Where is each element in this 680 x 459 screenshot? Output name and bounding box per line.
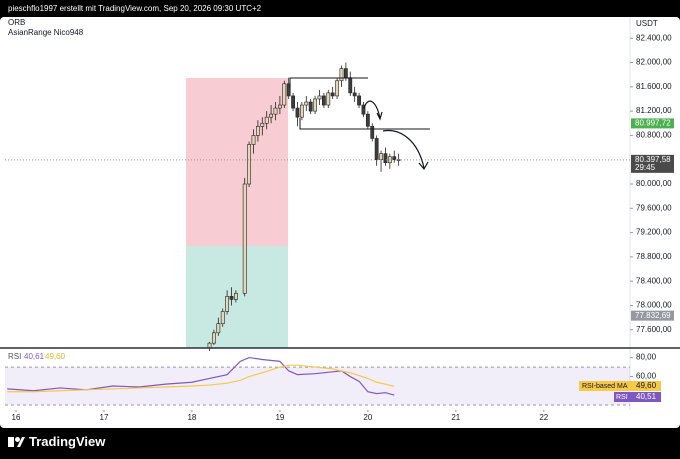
y-tick-label: 78.400,00: [636, 276, 672, 285]
rsi-value-box: [631, 392, 661, 402]
candle-body: [216, 323, 221, 334]
candle-body: [357, 95, 361, 106]
rsi-band: [5, 367, 630, 405]
rsi-series-name: RSI: [616, 394, 628, 401]
candle-body: [392, 156, 397, 161]
price-label-box: [631, 118, 674, 129]
price-label: 77.832,69: [635, 311, 671, 320]
y-tick-label: 78.800,00: [636, 252, 672, 261]
rsi-name-box: [579, 381, 631, 391]
candle-body: [247, 144, 252, 185]
chart-title: ORB: [8, 18, 25, 27]
rsi-name-box: [614, 392, 631, 402]
y-tick-label: 79.200,00: [636, 228, 672, 237]
candle-body: [370, 125, 375, 139]
price-label-box: [631, 154, 674, 173]
chart-area: [0, 17, 680, 428]
stop-zone: [186, 78, 288, 246]
candle-body: [304, 101, 309, 106]
price-label-sub: 29:45: [635, 163, 656, 172]
logo-part: [17, 437, 25, 447]
candle-body: [251, 135, 256, 145]
rsi-value-label: 40,51: [636, 392, 657, 401]
candle-body: [343, 68, 348, 79]
rsi-legend: RSI: [8, 352, 21, 361]
candle-body: [313, 98, 317, 112]
currency: USDT: [636, 19, 658, 28]
candle-body: [212, 332, 216, 344]
plot: [186, 62, 401, 352]
candle-body: [220, 311, 225, 325]
rsi-line: [7, 356, 395, 396]
rsi-series-name: RSI-based MA: [582, 383, 628, 390]
logo-part: [15, 437, 20, 442]
candle-body: [352, 92, 357, 97]
candle-body: [383, 153, 388, 164]
arrows: [363, 100, 429, 171]
y-tick-label: 81.200,00: [636, 106, 672, 115]
candle-body: [361, 104, 366, 115]
candle-body: [374, 138, 379, 161]
candle-body: [225, 296, 230, 312]
candle-body: [321, 95, 326, 106]
candle-body: [295, 107, 300, 118]
candle-body: [264, 116, 269, 124]
candle-body: [229, 296, 234, 300]
candle-body: [291, 95, 295, 109]
y-tick-label: 80.800,00: [636, 131, 672, 140]
x-tick-label: 18: [187, 413, 196, 422]
candle-body: [242, 183, 247, 294]
x-tick-label: 22: [539, 413, 548, 422]
candle-body: [234, 293, 238, 300]
y-tick-label: 82.400,00: [636, 33, 672, 42]
x-tick-label: 21: [451, 413, 460, 422]
candle-body: [256, 125, 260, 136]
range-lines: [289, 77, 430, 130]
rsi-tick-label: 60,00: [636, 372, 657, 381]
brand-name: TradingView: [29, 434, 106, 449]
candle-body: [330, 92, 335, 97]
y-tick-label: 80.000,00: [636, 179, 672, 188]
candle-body: [379, 153, 383, 161]
y-tick-label: 77.600,00: [636, 325, 672, 334]
y-tick-label: 81.600,00: [636, 82, 672, 91]
candle-body: [339, 68, 344, 82]
x-tick-label: 17: [100, 413, 109, 422]
candle-body: [348, 77, 353, 94]
credit: pieschflo1997 erstellt mit TradingView.c…: [8, 4, 262, 13]
rsi-line: [7, 364, 395, 393]
candle-body: [299, 104, 304, 118]
candle-body: [282, 83, 287, 106]
candle-body: [335, 80, 339, 97]
candle-body: [269, 113, 273, 118]
x-tick-label: 16: [12, 413, 21, 422]
candle-body: [308, 101, 313, 112]
price-label: 80.997,72: [635, 119, 671, 128]
candle-body: [260, 122, 265, 127]
rsi-tick-label: 80,00: [636, 353, 657, 362]
price-label-box: [631, 310, 674, 321]
candle-body: [286, 83, 291, 97]
candle-body: [365, 113, 370, 127]
y-tick-label: 79.600,00: [636, 203, 672, 212]
rsi-value-box: [631, 381, 661, 391]
chart-subtitle: AsianRange Nico948: [8, 28, 84, 37]
y-tick-label: 78.000,00: [636, 301, 672, 310]
brand: TradingView: [8, 434, 106, 449]
candle-body: [273, 107, 278, 115]
rsi-value-label: 49,60: [636, 381, 657, 390]
candle-body: [326, 92, 331, 106]
candle-body: [277, 104, 282, 109]
x-tick-label: 19: [275, 413, 284, 422]
rsi-legend-value: 40,61: [24, 352, 45, 361]
logo-part: [8, 437, 14, 447]
x-tick-label: 20: [363, 413, 372, 422]
y-tick-label: 82.000,00: [636, 58, 672, 67]
rsi-ma-legend-value: 49,60: [45, 352, 66, 361]
candle-body: [317, 95, 322, 100]
price-label: 80.397,58: [635, 155, 671, 164]
